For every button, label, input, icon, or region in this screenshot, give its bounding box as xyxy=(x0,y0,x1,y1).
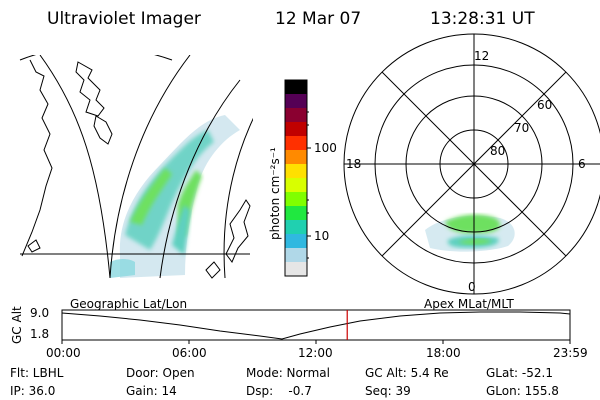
altitude-curve xyxy=(61,311,571,340)
timeline-xtick-0000: 00:00 xyxy=(46,346,81,360)
colorbar-tick-100: 100 xyxy=(314,141,337,155)
time-label: 13:28:31 UT xyxy=(430,9,535,29)
colorbar-stripe xyxy=(285,150,307,165)
aurora-emission-geographic xyxy=(110,115,240,278)
mlat-label-60: 60 xyxy=(537,98,553,112)
colorbar-stripe xyxy=(285,248,307,263)
dsp-info: Dsp: -0.7 xyxy=(246,384,312,398)
colorbar-stripe xyxy=(285,220,307,235)
polar-caption: Apex MLat/MLT xyxy=(424,297,514,311)
date-label: 12 Mar 07 xyxy=(275,9,362,29)
mlat-label-70: 70 xyxy=(514,121,530,135)
colorbar-stripe xyxy=(285,178,307,193)
colorbar-unit-label: photon cm⁻²s⁻¹ xyxy=(268,147,282,240)
polar-grid xyxy=(343,33,600,295)
timeline-ticks xyxy=(61,340,571,344)
gain-info: Gain: 14 xyxy=(126,384,177,398)
coastlines xyxy=(21,59,251,279)
aurora-emission-polar xyxy=(425,214,515,252)
colorbar-tick-10: 10 xyxy=(314,229,330,243)
door-info: Door: Open xyxy=(126,366,195,380)
colorbar-stripe xyxy=(285,206,307,221)
colorbar-stripe xyxy=(285,262,307,277)
seq-info: Seq: 39 xyxy=(365,384,411,398)
timeline-ytick-high: 9.0 xyxy=(30,306,50,320)
colorbar-stripe xyxy=(285,136,307,151)
colorbar-stripe xyxy=(285,122,307,137)
timeline-xtick-1200: 12:00 xyxy=(298,346,333,360)
glon-info: GLon: 155.8 xyxy=(486,384,559,398)
colorbar-stripe xyxy=(285,234,307,249)
colorbar-stripe xyxy=(285,192,307,207)
mlt-label-6: 6 xyxy=(578,157,586,171)
colorbar-stripe xyxy=(285,94,307,109)
timeline-xtick-2359: 23:59 xyxy=(553,346,588,360)
mlat-label-80: 80 xyxy=(490,144,506,158)
colorbar-stripe xyxy=(285,108,307,123)
mode-info: Mode: Normal xyxy=(246,366,330,380)
geographic-lat-lon-caption: Geographic Lat/Lon xyxy=(70,297,188,311)
timeline-xtick-1800: 18:00 xyxy=(426,346,461,360)
timeline-ytick-low: 1.8 xyxy=(30,327,50,341)
filter-info: Flt: LBHL xyxy=(10,366,64,380)
colorbar-stripe xyxy=(285,164,307,179)
polar-mlat-mlt-plot xyxy=(343,33,600,295)
ip-info: IP: 36.0 xyxy=(10,384,56,398)
glat-info: GLat: -52.1 xyxy=(486,366,553,380)
timeline-xtick-0600: 06:00 xyxy=(172,346,207,360)
colorbar-ticks xyxy=(307,111,311,259)
mlt-label-0: 0 xyxy=(468,280,476,294)
altitude-timeline xyxy=(61,309,571,344)
colorbar-stripe xyxy=(285,80,307,95)
mlt-label-18: 18 xyxy=(346,157,362,171)
instrument-title: Ultraviolet Imager xyxy=(47,9,201,29)
geographic-map xyxy=(19,55,253,279)
gc-alt-info: GC Alt: 5.4 Re xyxy=(365,366,449,380)
timeline-ylabel: GC Alt xyxy=(10,306,24,344)
mlt-label-12: 12 xyxy=(474,49,490,63)
color-scale-bar xyxy=(284,79,311,277)
lat-lon-grid xyxy=(19,55,253,279)
